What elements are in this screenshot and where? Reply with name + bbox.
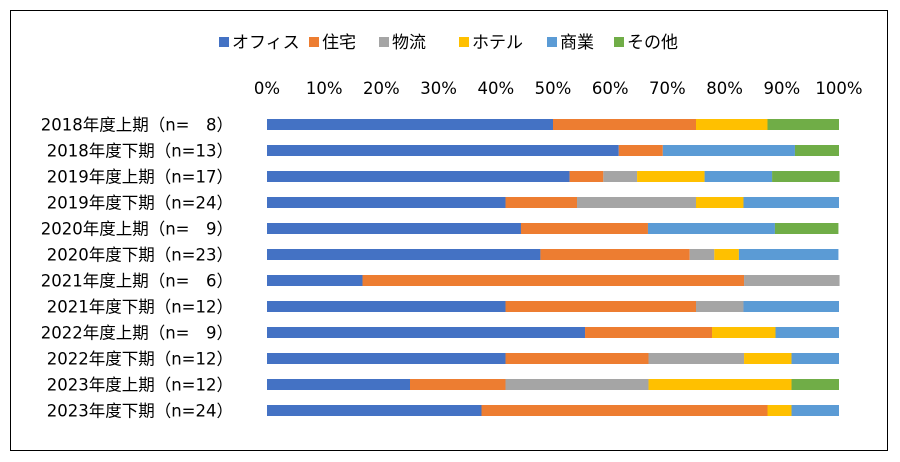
bar-segment (772, 171, 840, 182)
legend-label-2: 住宅 (322, 33, 356, 53)
bar-segment (648, 379, 792, 390)
legend-label-4: ホテル (472, 33, 523, 53)
bar-segment (267, 119, 553, 130)
x-tick-label: 20% (363, 79, 400, 98)
bar-segment (689, 249, 715, 260)
bar-segment (744, 275, 840, 286)
bar-segment (738, 249, 839, 260)
bar-segment (712, 327, 776, 338)
x-tick-label: 30% (420, 79, 457, 98)
chart-frame: オフィス 住宅 物流 ホテル 商業 その他 0% 10% 20% 30% 40% 50% 60% 70%… (10, 10, 888, 451)
bar-segment (774, 223, 839, 234)
bar-segment (794, 145, 839, 156)
bar-segment (743, 197, 839, 208)
bar-segment (410, 379, 506, 390)
bar-segment (696, 197, 744, 208)
bar-segment (267, 145, 619, 156)
x-tick-label: 90% (763, 79, 800, 98)
bar-segment (505, 379, 649, 390)
legend-swatch-5 (547, 37, 557, 47)
x-tick-label: 0% (254, 79, 280, 98)
bar-segment (267, 171, 570, 182)
legend: オフィス 住宅 物流 ホテル 商業 その他 (219, 33, 678, 53)
category-label: 2021年度上期（n= 6） (41, 272, 233, 291)
x-tick-label: 80% (706, 79, 743, 98)
category-label: 2018年度上期（n= 8） (41, 116, 233, 135)
bar-segment (662, 145, 795, 156)
bar-segment (637, 171, 705, 182)
legend-label-6: その他 (627, 33, 678, 53)
bar-segment (577, 197, 696, 208)
bar-segment (791, 405, 839, 416)
category-labels: 2018年度上期（n= 8） 2018年度下期（n=13） 2019年度上期（n=1… (41, 116, 233, 421)
bar-segment (704, 171, 773, 182)
bar-segment (647, 223, 775, 234)
bar-segment (791, 353, 839, 364)
bar-segment (618, 145, 663, 156)
x-axis-ticks: 0% 10% 20% 30% 40% 50% 60% 70% 80% 90% 100% (254, 79, 863, 98)
category-label: 2019年度上期（n=17） (47, 168, 233, 187)
category-label: 2022年度上期（n= 9） (41, 324, 233, 343)
legend-label-5: 商業 (560, 33, 594, 53)
bar-segment (714, 249, 739, 260)
bar-segment (267, 223, 521, 234)
bar-segment (505, 197, 578, 208)
legend-swatch-2 (309, 37, 319, 47)
legend-label-1: オフィス (232, 33, 300, 53)
bar-segment (267, 275, 363, 286)
bar-segment (553, 119, 696, 130)
bar-segment (267, 405, 482, 416)
category-label: 2020年度下期（n=23） (47, 246, 233, 265)
bars (267, 119, 840, 416)
bar-segment (267, 353, 506, 364)
legend-label-3: 物流 (392, 33, 426, 53)
bar-segment (267, 249, 541, 260)
x-tick-label: 100% (815, 79, 862, 98)
x-tick-label: 10% (306, 79, 343, 98)
bar-segment (540, 249, 690, 260)
bar-segment (603, 171, 638, 182)
legend-swatch-4 (459, 37, 469, 47)
bar-segment (267, 379, 410, 390)
legend-swatch-6 (614, 37, 624, 47)
legend-swatch-3 (379, 37, 389, 47)
bar-segment (791, 379, 839, 390)
category-label: 2020年度上期（n= 9） (41, 220, 233, 239)
bar-segment (505, 301, 696, 312)
stacked-bar-chart: オフィス 住宅 物流 ホテル 商業 その他 0% 10% 20% 30% 40% 50% 60% 70%… (41, 33, 863, 421)
bar-segment (362, 275, 745, 286)
bar-segment (743, 301, 839, 312)
bar-segment (569, 171, 604, 182)
bar-segment (267, 197, 506, 208)
bar-segment (767, 119, 839, 130)
category-label: 2022年度下期（n=12） (47, 350, 233, 369)
category-label: 2023年度上期（n=12） (47, 376, 233, 395)
bar-segment (267, 327, 586, 338)
bar-segment (520, 223, 648, 234)
category-label: 2021年度下期（n=12） (47, 298, 233, 317)
bar-segment (744, 353, 792, 364)
legend-swatch-1 (219, 37, 229, 47)
category-label: 2023年度下期（n=24） (47, 402, 233, 421)
x-tick-label: 50% (535, 79, 572, 98)
bar-segment (267, 301, 506, 312)
bar-segment (767, 405, 792, 416)
category-label: 2018年度下期（n=13） (47, 142, 233, 161)
x-tick-label: 40% (477, 79, 514, 98)
bar-segment (505, 353, 649, 364)
bar-segment (696, 301, 744, 312)
bar-segment (775, 327, 839, 338)
bar-segment (585, 327, 713, 338)
category-label: 2019年度下期（n=24） (47, 194, 233, 213)
bar-segment (481, 405, 768, 416)
x-tick-label: 60% (592, 79, 629, 98)
x-tick-label: 70% (649, 79, 686, 98)
bar-segment (648, 353, 745, 364)
bar-segment (696, 119, 768, 130)
